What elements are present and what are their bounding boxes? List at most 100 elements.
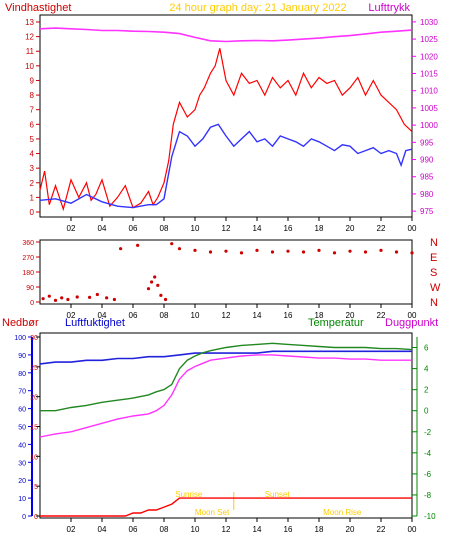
temperature-tick-label: 6 xyxy=(424,344,429,353)
x-tick-label: 22 xyxy=(377,224,386,233)
x-tick-label: 00 xyxy=(408,224,417,233)
humidity-tick-label: 70 xyxy=(18,389,26,396)
compass-label: W xyxy=(430,282,441,294)
humidity-axis-title: Luftfuktighet xyxy=(65,317,125,329)
humidity-tick-label: 60 xyxy=(18,407,26,414)
direction-point xyxy=(363,250,368,254)
rain-tick-label: 0 xyxy=(34,514,38,521)
x-tick-label: 20 xyxy=(346,311,355,320)
x-tick-label: 12 xyxy=(222,525,231,534)
y-right-tick-label: 1000 xyxy=(420,121,438,130)
y-left-tick-label: 12 xyxy=(25,33,34,42)
direction-point xyxy=(156,283,160,287)
astro-annotation: Moon Set xyxy=(195,508,230,517)
direction-point xyxy=(53,298,58,302)
rain-tick-label: 10 xyxy=(30,454,38,461)
astro-annotation: Sunset xyxy=(265,490,291,499)
direction-tick-label: 270 xyxy=(22,255,34,262)
x-tick-label: 18 xyxy=(315,224,324,233)
x-tick-label: 20 xyxy=(346,525,355,534)
y-left-tick-label: 5 xyxy=(30,135,35,144)
y-left-tick-label: 1 xyxy=(30,193,35,202)
rain-tick-label: 15 xyxy=(30,425,38,432)
temperature-tick-label: 4 xyxy=(424,365,429,374)
humidity-tick-label: 40 xyxy=(18,442,26,449)
direction-point xyxy=(193,248,197,252)
x-tick-label: 02 xyxy=(67,311,76,320)
y-left-tick-label: 2 xyxy=(30,179,35,188)
x-tick-label: 18 xyxy=(315,525,324,534)
x-tick-label: 02 xyxy=(67,224,76,233)
y-right-tick-label: 1015 xyxy=(420,70,438,79)
y-right-tick-label: 1010 xyxy=(420,87,438,96)
compass-label: N xyxy=(430,297,438,309)
x-tick-label: 06 xyxy=(129,224,138,233)
wind-plot-frame xyxy=(39,14,413,218)
direction-point xyxy=(270,250,275,254)
rain-tick-label: 20 xyxy=(30,395,38,402)
temperature-tick-label: -10 xyxy=(424,512,436,521)
humidity-tick-label: 50 xyxy=(18,425,26,432)
x-tick-label: 10 xyxy=(191,525,200,534)
direction-point xyxy=(208,250,213,254)
temperature-line xyxy=(40,342,413,412)
direction-point xyxy=(47,294,51,298)
direction-point xyxy=(60,296,64,300)
y-right-tick-label: 985 xyxy=(420,173,434,182)
wind-speed-axis-title: Vindhastighet xyxy=(5,2,71,14)
x-tick-label: 22 xyxy=(377,525,386,534)
temperature-tick-label: 0 xyxy=(424,407,429,416)
x-tick-label: 16 xyxy=(284,311,293,320)
dewpoint-line xyxy=(39,354,412,438)
humidity-tick-label: 20 xyxy=(18,478,26,485)
x-tick-label: 22 xyxy=(377,311,386,320)
y-right-tick-label: 1005 xyxy=(420,104,438,113)
x-tick-label: 20 xyxy=(346,224,355,233)
rain-tick-label: 30 xyxy=(30,335,38,342)
x-tick-label: 04 xyxy=(98,224,107,233)
y-left-tick-label: 10 xyxy=(25,62,34,71)
y-left-tick-label: 4 xyxy=(30,150,35,159)
compass-label: N xyxy=(430,237,438,249)
y-left-tick-label: 3 xyxy=(30,164,35,173)
direction-point xyxy=(150,280,154,284)
humidity-tick-label: 100 xyxy=(14,335,26,342)
direction-point xyxy=(224,249,228,253)
rain-axis-title: Nedbør xyxy=(2,317,39,329)
y-left-tick-label: 11 xyxy=(26,47,35,56)
temperature-tick-label: -6 xyxy=(424,470,432,479)
direction-point xyxy=(105,296,109,300)
humidity-tick-label: 10 xyxy=(18,496,26,503)
y-left-tick-label: 13 xyxy=(25,18,34,27)
direction-point xyxy=(163,297,168,302)
direction-point xyxy=(255,248,259,252)
direction-point xyxy=(41,297,45,301)
astro-annotation: Sunrise xyxy=(175,490,203,499)
direction-tick-label: 90 xyxy=(26,285,34,292)
x-tick-label: 06 xyxy=(129,525,138,534)
x-tick-label: 12 xyxy=(222,224,231,233)
x-tick-label: 14 xyxy=(253,224,262,233)
direction-point xyxy=(317,248,321,252)
wind-gust-line xyxy=(39,48,413,212)
humidity-tick-label: 90 xyxy=(18,353,26,360)
y-left-tick-label: 6 xyxy=(30,120,35,129)
x-tick-label: 14 xyxy=(253,525,262,534)
y-right-tick-label: 980 xyxy=(420,190,434,199)
direction-tick-label: 360 xyxy=(22,240,34,247)
direction-point xyxy=(348,249,352,253)
direction-point xyxy=(301,250,306,254)
direction-point xyxy=(394,250,399,254)
direction-point xyxy=(153,275,157,279)
x-tick-label: 08 xyxy=(160,525,169,534)
direction-point xyxy=(146,287,151,291)
y-right-tick-label: 990 xyxy=(420,156,434,165)
pressure-axis-title: Lufttrykk xyxy=(368,2,410,14)
y-right-tick-label: 1030 xyxy=(420,18,438,27)
direction-point xyxy=(286,249,290,253)
x-tick-label: 00 xyxy=(408,525,417,534)
temperature-axis-title: Temperatur xyxy=(308,317,364,329)
rain-line xyxy=(40,497,412,517)
x-tick-label: 18 xyxy=(315,311,324,320)
